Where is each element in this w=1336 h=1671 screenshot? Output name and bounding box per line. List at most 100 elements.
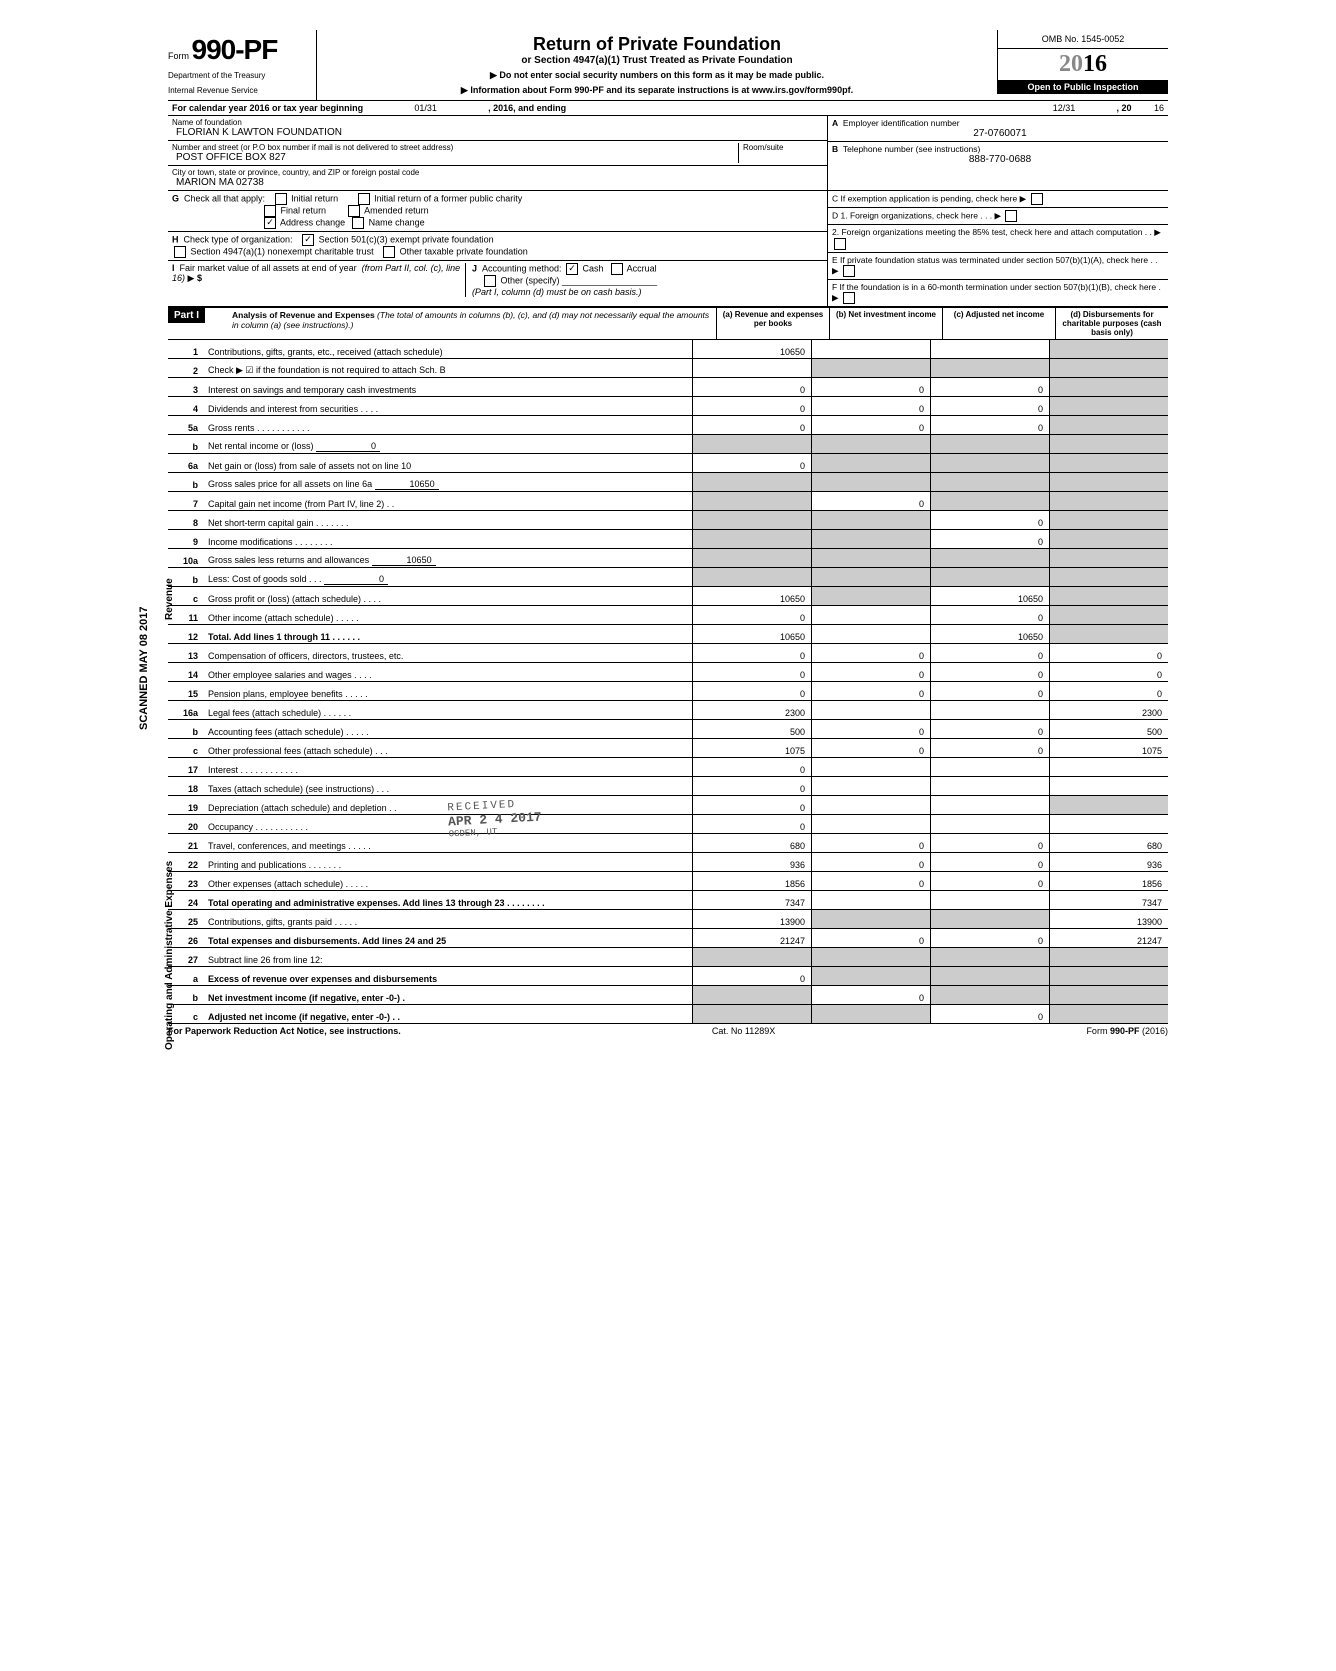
cell-col-a[interactable]: 0 bbox=[693, 606, 812, 625]
cell-col-d[interactable] bbox=[1050, 777, 1169, 796]
cell-col-d[interactable] bbox=[1050, 454, 1169, 473]
cell-col-d[interactable] bbox=[1050, 1005, 1169, 1024]
cell-col-a[interactable]: 0 bbox=[693, 644, 812, 663]
cell-col-d[interactable] bbox=[1050, 758, 1169, 777]
cell-col-c[interactable]: 10650 bbox=[931, 625, 1050, 644]
checkbox-cash[interactable]: ✓ bbox=[566, 263, 578, 275]
cell-col-c[interactable]: 0 bbox=[931, 1005, 1050, 1024]
cell-col-c[interactable] bbox=[931, 492, 1050, 511]
cell-col-c[interactable] bbox=[931, 948, 1050, 967]
cell-col-c[interactable] bbox=[931, 891, 1050, 910]
cell-col-a[interactable]: 13900 bbox=[693, 910, 812, 929]
cell-col-a[interactable]: 0 bbox=[693, 777, 812, 796]
cell-col-d[interactable] bbox=[1050, 587, 1169, 606]
cell-col-d[interactable]: 1856 bbox=[1050, 872, 1169, 891]
cell-col-a[interactable] bbox=[693, 568, 812, 587]
cell-col-a[interactable]: 10650 bbox=[693, 587, 812, 606]
cell-col-d[interactable] bbox=[1050, 530, 1169, 549]
cell-col-c[interactable] bbox=[931, 549, 1050, 568]
cell-col-a[interactable]: 0 bbox=[693, 454, 812, 473]
cell-col-c[interactable]: 0 bbox=[931, 682, 1050, 701]
cell-col-d[interactable] bbox=[1050, 986, 1169, 1005]
cell-col-c[interactable] bbox=[931, 986, 1050, 1005]
cell-col-b[interactable]: 0 bbox=[812, 720, 931, 739]
checkbox-c[interactable] bbox=[1031, 193, 1043, 205]
cell-col-b[interactable] bbox=[812, 340, 931, 359]
cell-col-d[interactable] bbox=[1050, 359, 1169, 378]
cell-col-c[interactable] bbox=[931, 796, 1050, 815]
cell-col-d[interactable]: 936 bbox=[1050, 853, 1169, 872]
cell-col-b[interactable] bbox=[812, 967, 931, 986]
cell-col-b[interactable] bbox=[812, 530, 931, 549]
cell-col-c[interactable] bbox=[931, 473, 1050, 492]
cell-col-a[interactable]: 0 bbox=[693, 682, 812, 701]
cell-col-b[interactable] bbox=[812, 511, 931, 530]
checkbox-amended[interactable] bbox=[348, 205, 360, 217]
cell-col-c[interactable]: 0 bbox=[931, 511, 1050, 530]
cell-col-a[interactable] bbox=[693, 492, 812, 511]
cell-col-a[interactable] bbox=[693, 549, 812, 568]
cell-col-a[interactable]: 1856 bbox=[693, 872, 812, 891]
cell-col-d[interactable] bbox=[1050, 815, 1169, 834]
cell-col-b[interactable]: 0 bbox=[812, 378, 931, 397]
cell-col-d[interactable] bbox=[1050, 796, 1169, 815]
cell-col-a[interactable]: 7347 bbox=[693, 891, 812, 910]
cell-col-b[interactable]: 0 bbox=[812, 492, 931, 511]
cell-col-b[interactable]: 0 bbox=[812, 834, 931, 853]
cell-col-b[interactable] bbox=[812, 1005, 931, 1024]
checkbox-final[interactable] bbox=[264, 205, 276, 217]
cell-col-a[interactable]: 10650 bbox=[693, 625, 812, 644]
cell-col-b[interactable] bbox=[812, 910, 931, 929]
cell-col-a[interactable]: 0 bbox=[693, 796, 812, 815]
checkbox-e[interactable] bbox=[843, 265, 855, 277]
cell-col-b[interactable] bbox=[812, 891, 931, 910]
cell-col-c[interactable]: 0 bbox=[931, 872, 1050, 891]
cell-col-d[interactable]: 2300 bbox=[1050, 701, 1169, 720]
cell-col-c[interactable] bbox=[931, 815, 1050, 834]
checkbox-accrual[interactable] bbox=[611, 263, 623, 275]
cell-col-a[interactable]: 10650 bbox=[693, 340, 812, 359]
cell-col-c[interactable] bbox=[931, 758, 1050, 777]
foundation-name[interactable]: FLORIAN K LAWTON FOUNDATION bbox=[172, 127, 823, 138]
checkbox-other-method[interactable] bbox=[484, 275, 496, 287]
cell-col-c[interactable]: 0 bbox=[931, 720, 1050, 739]
cell-col-b[interactable]: 0 bbox=[812, 853, 931, 872]
cell-col-b[interactable] bbox=[812, 701, 931, 720]
cell-col-c[interactable]: 0 bbox=[931, 834, 1050, 853]
cell-col-b[interactable] bbox=[812, 549, 931, 568]
cell-col-b[interactable] bbox=[812, 796, 931, 815]
cell-col-c[interactable]: 0 bbox=[931, 378, 1050, 397]
cell-col-b[interactable]: 0 bbox=[812, 416, 931, 435]
cell-col-d[interactable] bbox=[1050, 606, 1169, 625]
cell-col-d[interactable]: 500 bbox=[1050, 720, 1169, 739]
cell-col-b[interactable] bbox=[812, 359, 931, 378]
cell-col-b[interactable] bbox=[812, 606, 931, 625]
cell-col-d[interactable] bbox=[1050, 435, 1169, 454]
cell-col-d[interactable]: 0 bbox=[1050, 663, 1169, 682]
cell-col-d[interactable] bbox=[1050, 967, 1169, 986]
cell-col-d[interactable]: 680 bbox=[1050, 834, 1169, 853]
cell-col-a[interactable]: 0 bbox=[693, 416, 812, 435]
cell-col-d[interactable]: 21247 bbox=[1050, 929, 1169, 948]
cell-col-b[interactable]: 0 bbox=[812, 872, 931, 891]
checkbox-501c3[interactable]: ✓ bbox=[302, 234, 314, 246]
end-date[interactable]: 12/31 bbox=[1014, 103, 1114, 113]
cell-col-b[interactable] bbox=[812, 948, 931, 967]
checkbox-d1[interactable] bbox=[1005, 210, 1017, 222]
cell-col-a[interactable] bbox=[693, 435, 812, 454]
cell-col-c[interactable]: 0 bbox=[931, 530, 1050, 549]
cell-col-c[interactable]: 0 bbox=[931, 416, 1050, 435]
checkbox-d2[interactable] bbox=[834, 238, 846, 250]
cell-col-a[interactable] bbox=[693, 473, 812, 492]
cell-col-a[interactable]: 21247 bbox=[693, 929, 812, 948]
cell-col-a[interactable] bbox=[693, 1005, 812, 1024]
cell-col-b[interactable]: 0 bbox=[812, 397, 931, 416]
cell-col-c[interactable] bbox=[931, 359, 1050, 378]
cell-col-d[interactable] bbox=[1050, 492, 1169, 511]
cell-col-a[interactable]: 680 bbox=[693, 834, 812, 853]
cell-col-b[interactable] bbox=[812, 568, 931, 587]
cell-col-c[interactable] bbox=[931, 454, 1050, 473]
checkbox-initial-former[interactable] bbox=[358, 193, 370, 205]
cell-col-d[interactable] bbox=[1050, 625, 1169, 644]
cell-col-d[interactable]: 13900 bbox=[1050, 910, 1169, 929]
